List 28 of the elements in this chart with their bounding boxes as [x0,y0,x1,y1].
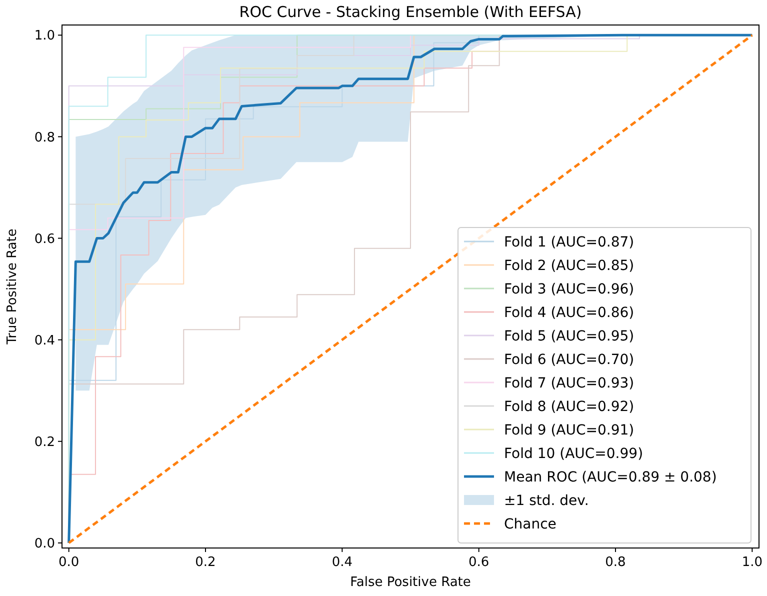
annotation: ±1 std. dev. [504,492,589,509]
x-axis-title: False Positive Rate [350,575,471,590]
x-tick-label: 0.2 [195,555,216,570]
x-tick-label: 0.6 [468,555,490,570]
y-tick-label: 0.6 [34,232,55,247]
legend-label: Fold 4 (AUC=0.86) [504,304,634,321]
legend-label: Fold 8 (AUC=0.92) [504,398,634,415]
x-tick-label: 0.8 [605,555,626,570]
y-tick-label: 1.0 [34,28,55,44]
legend-label: Fold 10 (AUC=0.99) [504,446,644,462]
legend-label: Fold 1 (AUC=0.87) [504,234,634,250]
y-axis-title: True Positive Rate [5,228,20,346]
y-tick-label: 0.8 [34,130,55,146]
legend-label: Chance [504,516,556,532]
y-tick-label: 0.0 [34,536,55,552]
y-tick-label: 0.2 [34,434,55,450]
legend-label: Fold 6 (AUC=0.70) [504,352,634,368]
legend-label: Fold 5 (AUC=0.95) [504,328,634,344]
x-tick-label: 0.0 [58,555,80,570]
legend-label: Fold 7 (AUC=0.93) [504,375,634,392]
legend-label: Fold 3 (AUC=0.96) [504,281,634,298]
x-tick-label: 1.0 [742,555,763,570]
legend-label: Fold 9 (AUC=0.91) [504,422,634,438]
y-tick-label: 0.4 [34,333,55,348]
x-tick-label: 0.4 [332,555,353,570]
legend-label: Mean ROC (AUC=0.89 ± 0.08) [504,469,717,486]
legend-label: Fold 2 (AUC=0.85) [504,258,634,274]
chart-title: ROC Curve - Stacking Ensemble (With EEFSA) [239,3,582,21]
